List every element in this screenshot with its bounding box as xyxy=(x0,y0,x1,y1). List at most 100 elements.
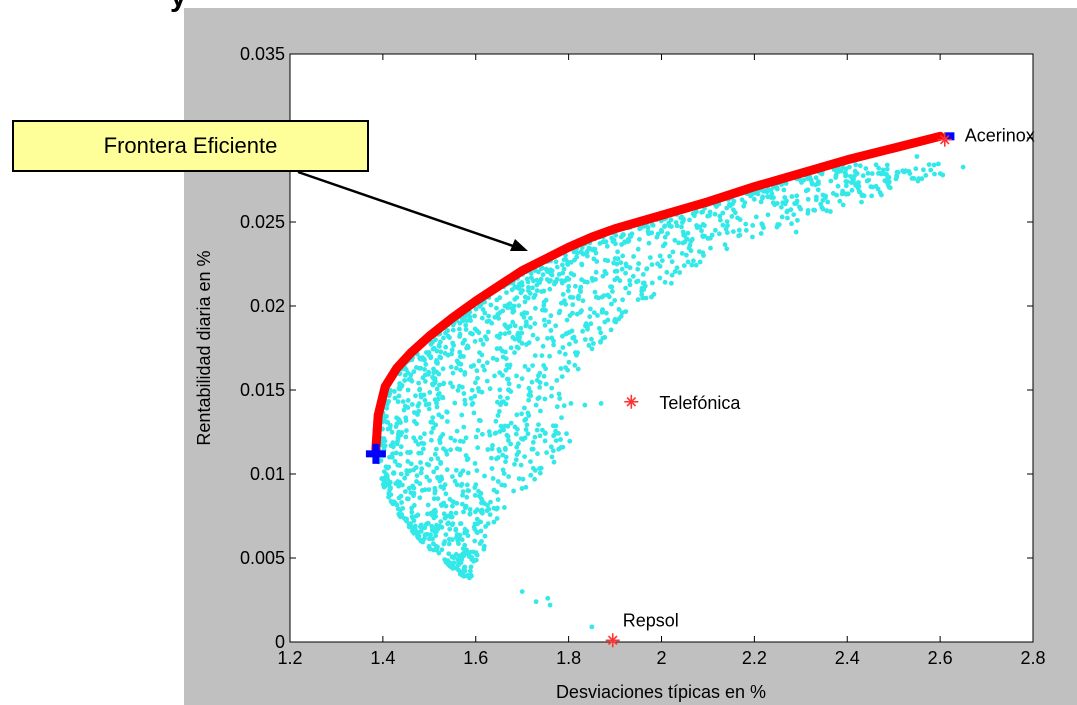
portfolio-point xyxy=(541,373,547,379)
portfolio-point xyxy=(533,305,538,311)
portfolio-point xyxy=(586,343,592,348)
portfolio-point xyxy=(623,270,628,276)
portfolio-point xyxy=(573,283,578,289)
portfolio-point xyxy=(562,351,568,357)
portfolio-point xyxy=(537,380,543,385)
portfolio-point xyxy=(474,530,480,536)
portfolio-point xyxy=(750,223,756,228)
portfolio-point xyxy=(811,207,816,213)
portfolio-point xyxy=(518,462,524,468)
portfolio-point xyxy=(639,292,645,297)
portfolio-point xyxy=(550,448,556,454)
portfolio-point xyxy=(446,536,452,542)
portfolio-point xyxy=(559,278,564,284)
portfolio-point xyxy=(541,317,547,323)
portfolio-point xyxy=(742,200,748,206)
portfolio-point xyxy=(413,438,419,444)
portfolio-point xyxy=(679,251,685,256)
portfolio-point xyxy=(487,386,493,392)
portfolio-point xyxy=(501,399,507,405)
portfolio-point xyxy=(736,227,742,233)
portfolio-point xyxy=(760,194,766,200)
portfolio-point xyxy=(432,485,438,491)
portfolio-point xyxy=(561,403,567,409)
portfolio-point xyxy=(753,214,759,220)
portfolio-point xyxy=(579,277,584,282)
portfolio-point xyxy=(689,262,695,268)
portfolio-point xyxy=(492,431,498,436)
portfolio-point xyxy=(457,349,463,355)
portfolio-point xyxy=(504,362,510,368)
portfolio-point xyxy=(680,218,686,224)
portfolio-point xyxy=(567,329,573,335)
portfolio-point xyxy=(884,162,890,168)
portfolio-point xyxy=(497,429,503,434)
portfolio-point xyxy=(495,312,501,318)
portfolio-point xyxy=(430,374,435,380)
portfolio-point xyxy=(522,310,527,316)
portfolio-point xyxy=(608,327,614,333)
portfolio-point xyxy=(578,284,584,290)
portfolio-point xyxy=(468,318,473,323)
portfolio-point xyxy=(579,261,584,267)
portfolio-point xyxy=(591,310,597,315)
portfolio-point xyxy=(462,542,468,548)
portfolio-point xyxy=(716,231,722,237)
portfolio-point xyxy=(565,288,571,294)
portfolio-point xyxy=(622,239,628,245)
portfolio-point xyxy=(499,425,505,431)
portfolio-point xyxy=(472,313,477,319)
portfolio-point xyxy=(536,373,541,379)
portfolio-point xyxy=(630,273,636,279)
portfolio-point xyxy=(468,549,473,555)
portfolio-point xyxy=(393,450,399,456)
portfolio-point xyxy=(426,462,432,468)
portfolio-point xyxy=(411,485,417,491)
portfolio-point xyxy=(472,485,478,490)
portfolio-point xyxy=(495,455,501,460)
portfolio-point xyxy=(700,209,705,215)
y-tick-label: 0.015 xyxy=(240,380,285,400)
portfolio-point xyxy=(395,462,401,468)
portfolio-point xyxy=(488,302,494,308)
portfolio-point xyxy=(462,550,468,556)
portfolio-point xyxy=(553,438,559,443)
portfolio-point xyxy=(718,217,723,223)
portfolio-point xyxy=(631,254,636,259)
portfolio-point xyxy=(451,560,457,566)
portfolio-point xyxy=(457,447,463,452)
portfolio-point xyxy=(472,538,478,544)
portfolio-point xyxy=(535,396,541,401)
portfolio-point xyxy=(649,230,655,236)
portfolio-point xyxy=(453,510,459,516)
portfolio-point xyxy=(498,331,503,337)
portfolio-point xyxy=(495,497,501,502)
portfolio-point xyxy=(441,381,446,387)
portfolio-point xyxy=(406,485,412,491)
portfolio-point xyxy=(476,488,481,494)
portfolio-point xyxy=(519,589,525,594)
portfolio-point xyxy=(385,465,391,471)
portfolio-point xyxy=(414,365,419,370)
y-axis-label: Rentabilidad diaria en % xyxy=(194,250,214,445)
portfolio-point xyxy=(512,461,517,467)
portfolio-point xyxy=(530,285,535,291)
portfolio-point xyxy=(575,366,581,372)
portfolio-point xyxy=(526,285,531,290)
efficient-frontier xyxy=(371,131,945,454)
portfolio-point xyxy=(536,422,541,427)
portfolio-point xyxy=(879,192,884,198)
portfolio-point xyxy=(502,331,508,337)
portfolio-point xyxy=(514,344,520,350)
portfolio-point xyxy=(410,515,416,521)
portfolio-point xyxy=(441,335,446,341)
portfolio-point xyxy=(443,344,449,350)
portfolio-point xyxy=(522,405,527,411)
x-axis-label: Desviaciones típicas en % xyxy=(556,682,766,702)
portfolio-point xyxy=(619,266,625,272)
portfolio-point xyxy=(561,266,567,272)
portfolio-point xyxy=(510,319,516,325)
portfolio-point xyxy=(609,301,614,307)
portfolio-point xyxy=(819,171,825,177)
portfolio-point xyxy=(486,506,492,512)
